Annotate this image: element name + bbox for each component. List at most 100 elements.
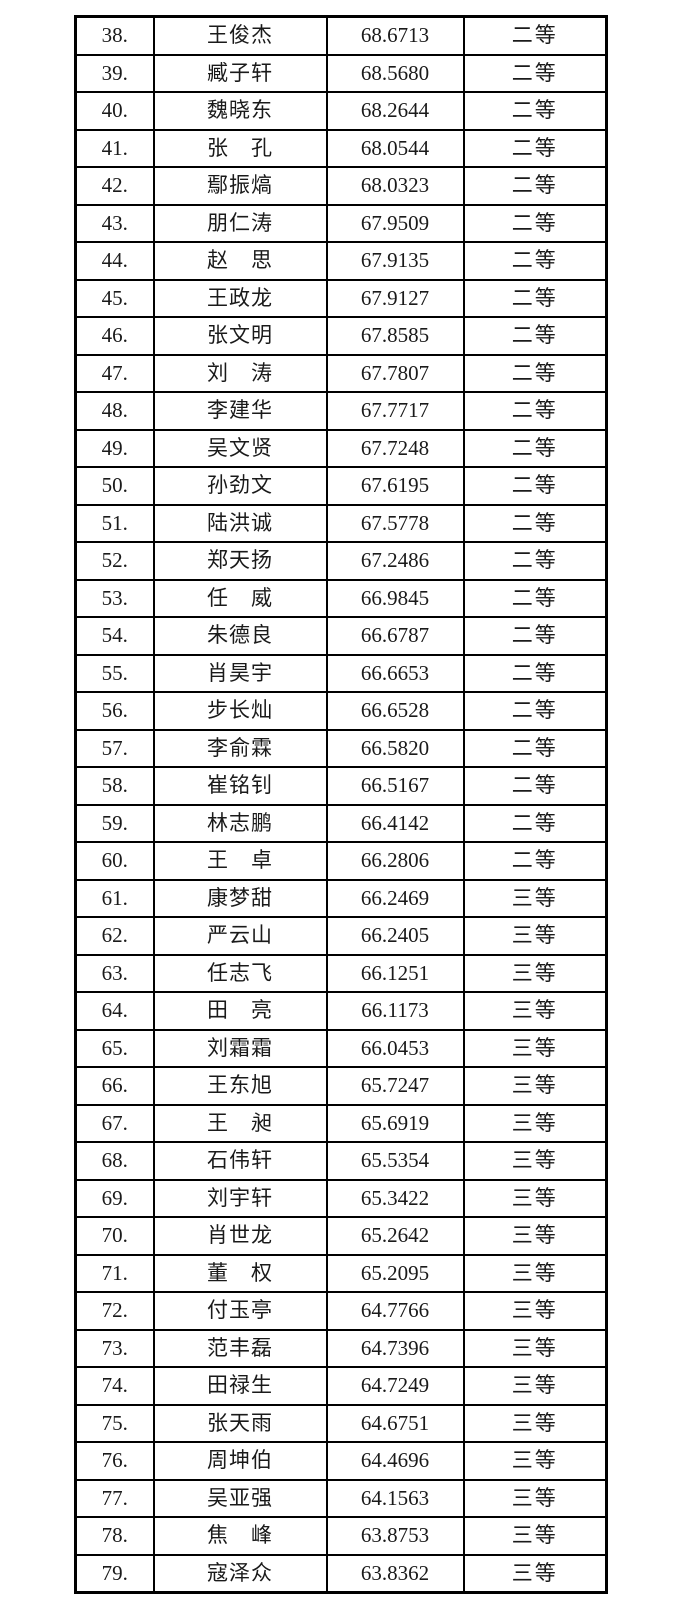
rank-cell: 38.: [74, 15, 155, 56]
grade-cell: 三等: [462, 1178, 608, 1218]
score-cell: 66.2469: [325, 878, 465, 918]
name-cell: 王俊杰: [152, 15, 328, 56]
score-cell: 66.4142: [325, 803, 465, 843]
score-cell: 65.7247: [325, 1066, 465, 1106]
grade-cell: 三等: [462, 1253, 608, 1293]
grade-cell: 二等: [462, 803, 608, 843]
rank-cell: 51.: [74, 503, 155, 543]
rank-cell: 68.: [74, 1141, 155, 1181]
score-cell: 66.2405: [325, 916, 465, 956]
grade-cell: 三等: [462, 953, 608, 993]
grade-cell: 二等: [462, 653, 608, 693]
name-cell: 严云山: [152, 916, 328, 956]
rank-cell: 75.: [74, 1403, 155, 1443]
score-cell: 67.9509: [325, 203, 465, 243]
rank-cell: 60.: [74, 841, 155, 881]
table-row: 53. 任 威 66.9845 二等: [74, 578, 608, 618]
score-cell: 68.5680: [325, 53, 465, 93]
grade-cell: 二等: [462, 91, 608, 131]
table-row: 44. 赵 思 67.9135 二等: [74, 241, 608, 281]
name-cell: 刘 涛: [152, 353, 328, 393]
name-cell: 肖昊宇: [152, 653, 328, 693]
table-row: 56. 步长灿 66.6528 二等: [74, 691, 608, 731]
table-row: 42. 鄢振熇 68.0323 二等: [74, 166, 608, 206]
rank-cell: 79.: [74, 1553, 155, 1594]
table-row: 64. 田 亮 66.1173 三等: [74, 991, 608, 1031]
table-row: 77. 吴亚强 64.1563 三等: [74, 1478, 608, 1518]
score-cell: 66.5820: [325, 728, 465, 768]
score-cell: 65.6919: [325, 1103, 465, 1143]
table-row: 59. 林志鹏 66.4142 二等: [74, 803, 608, 843]
name-cell: 李俞霖: [152, 728, 328, 768]
grade-cell: 三等: [462, 1441, 608, 1481]
grade-cell: 二等: [462, 466, 608, 506]
table-row: 40. 魏晓东 68.2644 二等: [74, 91, 608, 131]
name-cell: 吴亚强: [152, 1478, 328, 1518]
grade-cell: 三等: [462, 1066, 608, 1106]
rank-cell: 39.: [74, 53, 155, 93]
score-cell: 66.9845: [325, 578, 465, 618]
score-cell: 64.7766: [325, 1291, 465, 1331]
score-cell: 63.8753: [325, 1516, 465, 1556]
score-cell: 66.6787: [325, 616, 465, 656]
table-row: 43. 朋仁涛 67.9509 二等: [74, 203, 608, 243]
grade-cell: 二等: [462, 428, 608, 468]
rank-cell: 61.: [74, 878, 155, 918]
table-row: 51. 陆洪诚 67.5778 二等: [74, 503, 608, 543]
name-cell: 鄢振熇: [152, 166, 328, 206]
rank-cell: 41.: [74, 128, 155, 168]
table-row: 45. 王政龙 67.9127 二等: [74, 278, 608, 318]
name-cell: 任 威: [152, 578, 328, 618]
rank-cell: 59.: [74, 803, 155, 843]
score-cell: 65.2642: [325, 1216, 465, 1256]
name-cell: 康梦甜: [152, 878, 328, 918]
rank-cell: 62.: [74, 916, 155, 956]
grade-cell: 二等: [462, 241, 608, 281]
score-cell: 64.7396: [325, 1328, 465, 1368]
grade-cell: 三等: [462, 916, 608, 956]
rank-cell: 65.: [74, 1028, 155, 1068]
table-row: 41. 张 孔 68.0544 二等: [74, 128, 608, 168]
score-cell: 68.6713: [325, 15, 465, 56]
rank-cell: 40.: [74, 91, 155, 131]
table-row: 67. 王 昶 65.6919 三等: [74, 1103, 608, 1143]
score-cell: 64.4696: [325, 1441, 465, 1481]
name-cell: 田 亮: [152, 991, 328, 1031]
score-cell: 67.6195: [325, 466, 465, 506]
name-cell: 王政龙: [152, 278, 328, 318]
score-cell: 63.8362: [325, 1553, 465, 1594]
score-cell: 67.7248: [325, 428, 465, 468]
table-row: 47. 刘 涛 67.7807 二等: [74, 353, 608, 393]
table-row: 50. 孙劲文 67.6195 二等: [74, 466, 608, 506]
rank-cell: 44.: [74, 241, 155, 281]
name-cell: 魏晓东: [152, 91, 328, 131]
rank-cell: 47.: [74, 353, 155, 393]
table-row: 71. 董 权 65.2095 三等: [74, 1253, 608, 1293]
name-cell: 张天雨: [152, 1403, 328, 1443]
grade-cell: 三等: [462, 1516, 608, 1556]
grade-cell: 二等: [462, 316, 608, 356]
grade-cell: 二等: [462, 616, 608, 656]
name-cell: 肖世龙: [152, 1216, 328, 1256]
name-cell: 崔铭钊: [152, 766, 328, 806]
rank-cell: 49.: [74, 428, 155, 468]
table-row: 75. 张天雨 64.6751 三等: [74, 1403, 608, 1443]
table-row: 68. 石伟轩 65.5354 三等: [74, 1141, 608, 1181]
rank-cell: 63.: [74, 953, 155, 993]
rank-cell: 77.: [74, 1478, 155, 1518]
rank-cell: 73.: [74, 1328, 155, 1368]
score-cell: 68.0544: [325, 128, 465, 168]
name-cell: 孙劲文: [152, 466, 328, 506]
table-row: 72. 付玉亭 64.7766 三等: [74, 1291, 608, 1331]
grade-cell: 三等: [462, 1216, 608, 1256]
name-cell: 董 权: [152, 1253, 328, 1293]
rank-cell: 48.: [74, 391, 155, 431]
rank-cell: 45.: [74, 278, 155, 318]
table-row: 60. 王 卓 66.2806 二等: [74, 841, 608, 881]
grade-cell: 二等: [462, 728, 608, 768]
grade-cell: 三等: [462, 1328, 608, 1368]
score-cell: 66.0453: [325, 1028, 465, 1068]
table-row: 39. 臧子轩 68.5680 二等: [74, 53, 608, 93]
name-cell: 赵 思: [152, 241, 328, 281]
